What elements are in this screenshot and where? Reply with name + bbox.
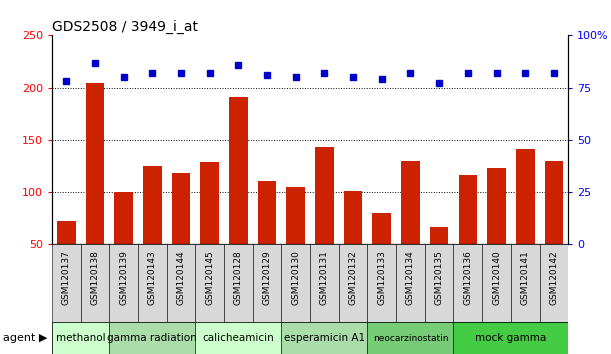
Text: GSM120139: GSM120139 bbox=[119, 251, 128, 306]
Text: GSM120128: GSM120128 bbox=[234, 251, 243, 305]
Bar bbox=[258, 181, 276, 297]
Text: GSM120142: GSM120142 bbox=[549, 251, 558, 305]
Bar bbox=[109, 244, 138, 322]
Bar bbox=[86, 84, 104, 297]
Bar bbox=[114, 192, 133, 297]
Bar bbox=[52, 244, 81, 322]
Text: gamma radiation: gamma radiation bbox=[108, 333, 197, 343]
Bar bbox=[138, 244, 167, 322]
Bar bbox=[200, 162, 219, 297]
Text: GSM120132: GSM120132 bbox=[349, 251, 357, 305]
Bar bbox=[396, 244, 425, 322]
Text: GSM120143: GSM120143 bbox=[148, 251, 157, 305]
Bar bbox=[511, 244, 540, 322]
Text: calicheamicin: calicheamicin bbox=[202, 333, 274, 343]
Bar bbox=[196, 322, 282, 354]
Bar bbox=[401, 161, 420, 297]
Bar bbox=[344, 191, 362, 297]
Bar bbox=[453, 244, 482, 322]
Text: GSM120131: GSM120131 bbox=[320, 251, 329, 306]
Text: neocarzinostatin: neocarzinostatin bbox=[373, 333, 448, 343]
Bar bbox=[430, 227, 448, 297]
Bar bbox=[224, 244, 253, 322]
Bar bbox=[425, 244, 453, 322]
Bar bbox=[143, 166, 162, 297]
Bar bbox=[540, 244, 568, 322]
Bar bbox=[367, 322, 453, 354]
Bar bbox=[487, 168, 506, 297]
Bar bbox=[544, 161, 563, 297]
Bar bbox=[458, 175, 477, 297]
Bar bbox=[167, 244, 196, 322]
Text: GSM120137: GSM120137 bbox=[62, 251, 71, 306]
Bar bbox=[282, 322, 367, 354]
Bar bbox=[52, 322, 109, 354]
Bar bbox=[196, 244, 224, 322]
Text: GSM120138: GSM120138 bbox=[90, 251, 100, 306]
Text: GSM120140: GSM120140 bbox=[492, 251, 501, 305]
Text: GSM120129: GSM120129 bbox=[263, 251, 271, 305]
Bar bbox=[253, 244, 282, 322]
Bar bbox=[516, 149, 535, 297]
Bar bbox=[453, 322, 568, 354]
Text: GDS2508 / 3949_i_at: GDS2508 / 3949_i_at bbox=[52, 20, 198, 34]
Bar bbox=[172, 173, 191, 297]
Bar bbox=[81, 244, 109, 322]
Bar bbox=[57, 221, 76, 297]
Bar bbox=[315, 147, 334, 297]
Bar bbox=[287, 187, 305, 297]
Bar bbox=[367, 244, 396, 322]
Text: GSM120134: GSM120134 bbox=[406, 251, 415, 305]
Text: GSM120136: GSM120136 bbox=[463, 251, 472, 306]
Text: GSM120133: GSM120133 bbox=[377, 251, 386, 306]
Text: GSM120141: GSM120141 bbox=[521, 251, 530, 305]
Bar bbox=[310, 244, 338, 322]
Bar bbox=[373, 213, 391, 297]
Text: agent ▶: agent ▶ bbox=[3, 333, 48, 343]
Bar bbox=[482, 244, 511, 322]
Text: mock gamma: mock gamma bbox=[475, 333, 546, 343]
Text: esperamicin A1: esperamicin A1 bbox=[284, 333, 365, 343]
Text: GSM120135: GSM120135 bbox=[434, 251, 444, 306]
Bar bbox=[109, 322, 196, 354]
Bar bbox=[282, 244, 310, 322]
Text: GSM120145: GSM120145 bbox=[205, 251, 214, 305]
Text: methanol: methanol bbox=[56, 333, 106, 343]
Bar bbox=[338, 244, 367, 322]
Bar bbox=[229, 97, 247, 297]
Text: GSM120130: GSM120130 bbox=[291, 251, 300, 306]
Text: GSM120144: GSM120144 bbox=[177, 251, 186, 305]
